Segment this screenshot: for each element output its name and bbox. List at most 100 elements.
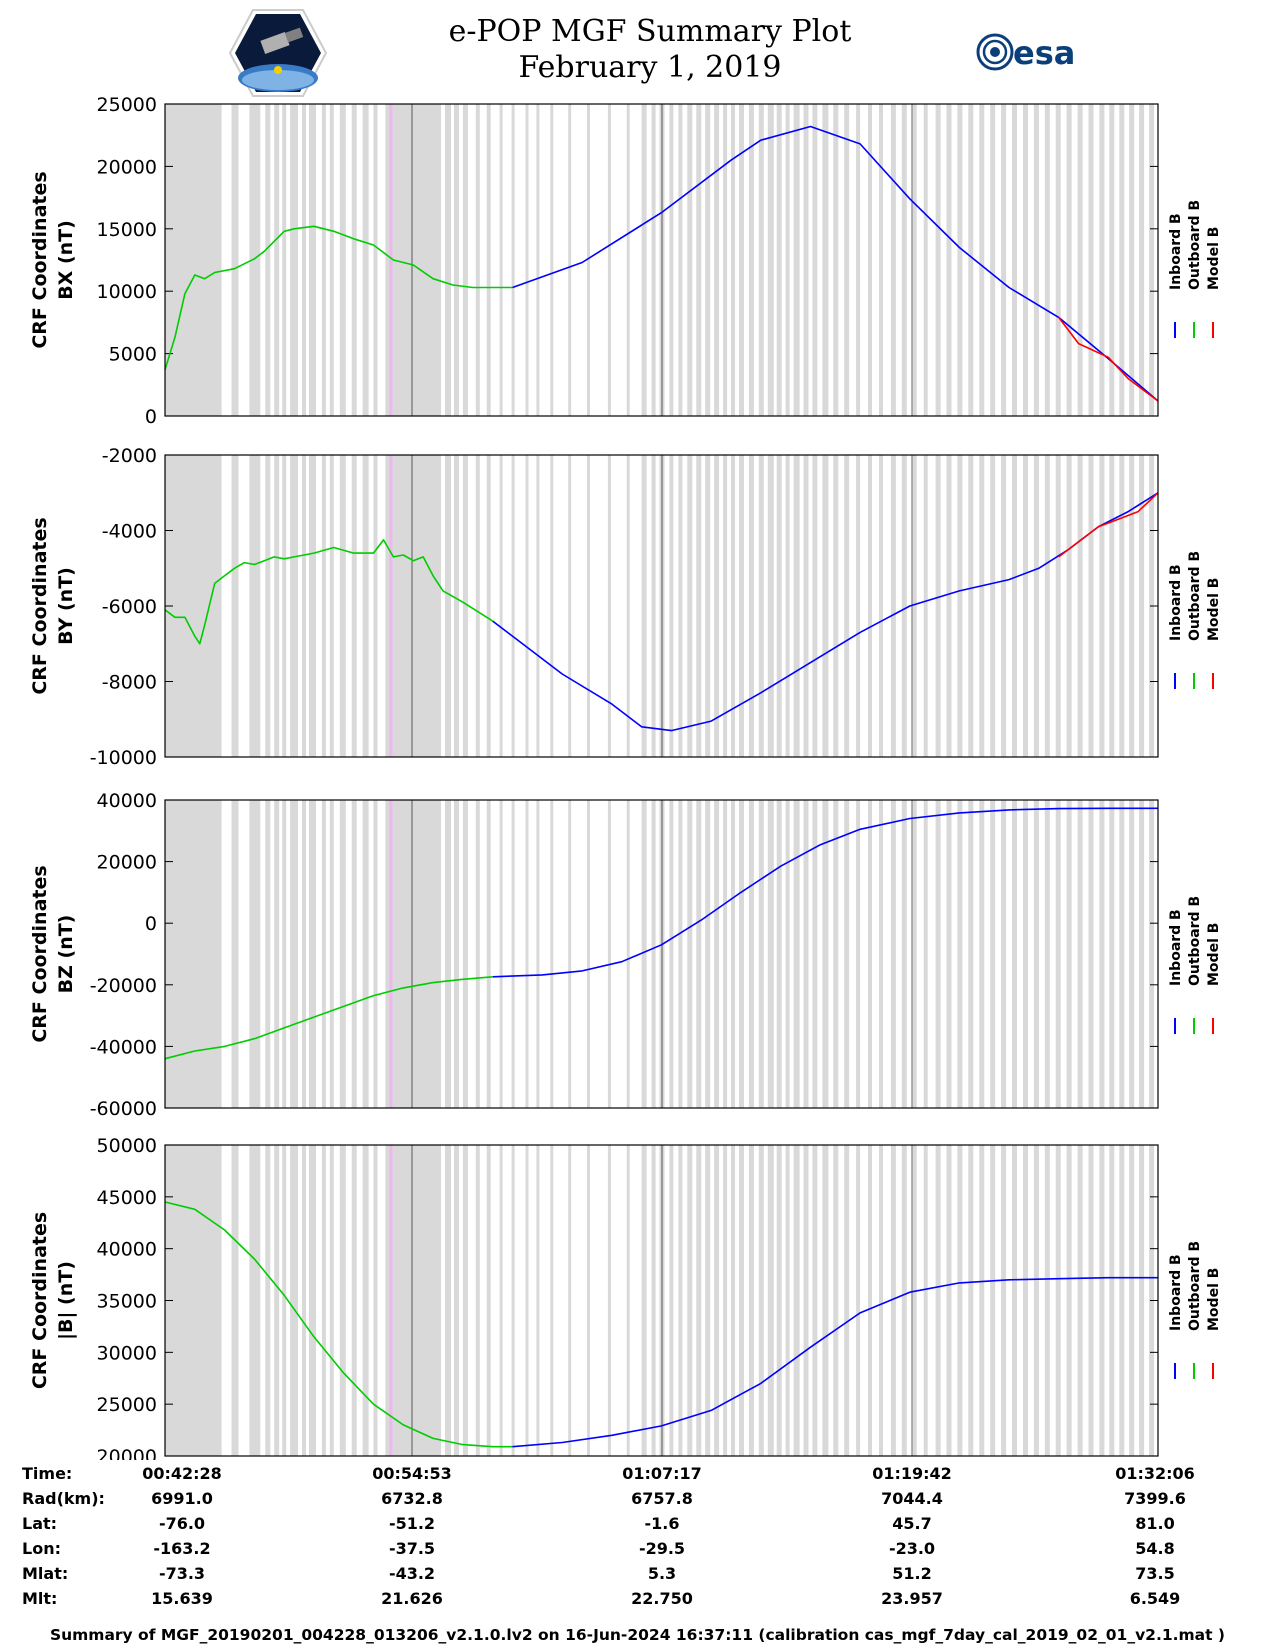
y-tick-label: -6000 [102,596,157,618]
ephemeris-value: 01:32:06 [1115,1464,1195,1483]
ephemeris-value: 6.549 [1129,1589,1181,1608]
gap-band [968,1145,974,1456]
gap-band [785,455,790,757]
gap-band [607,800,611,1108]
gap-band [587,455,590,757]
ephemeris-value: -51.2 [388,1514,436,1533]
y-axis-label-line2: BY (nT) [55,567,77,645]
gap-band [274,104,280,416]
y-tick-label: 15000 [97,219,157,241]
gap-band [979,104,985,416]
y-tick-label: 20000 [97,156,157,178]
gap-band [249,455,261,757]
gap-band [890,104,896,416]
gap-band [536,800,540,1108]
gap-band [935,800,941,1108]
y-tick-label: 40000 [97,790,157,812]
gap-band [844,104,850,416]
gap-band [607,455,611,757]
gap-band [499,104,503,416]
ephemeris-row-label: Mlt: [22,1589,58,1608]
gap-band [329,455,334,757]
gap-band [454,800,459,1108]
gap-band [844,800,850,1108]
gap-band [1129,104,1135,416]
gap-band [833,800,839,1108]
gap-band [714,455,720,757]
y-tick-label: -8000 [102,672,157,694]
esa-swoosh-icon [976,33,1014,71]
legend-label: Outboard B [1187,1241,1203,1331]
gap-band [856,104,861,416]
ephemeris-row-label: Mlat: [22,1564,69,1583]
gap-band [731,1145,735,1456]
gap-band [979,1145,985,1456]
gap-band [536,104,540,416]
gap-band [923,1145,928,1456]
gap-band [890,1145,896,1456]
gap-band [669,455,674,757]
gap-band [641,455,647,757]
axes-frame [164,103,1159,417]
gap-band [462,1145,468,1456]
y-axis-label-line1: CRF Coordinates [29,517,51,694]
gap-band [651,104,656,416]
ephemeris-row: Mlt: 15.639 21.626 22.750 23.957 6.549 [0,1587,1275,1611]
gap-band [1088,1145,1094,1456]
gap-band [696,104,702,416]
gap-band [946,104,952,416]
gap-band [362,455,369,757]
gap-band [957,800,963,1108]
gap-band [748,104,754,416]
gap-band [265,104,271,416]
gap-band [499,800,503,1108]
gap-band [912,1145,917,1456]
gap-band [282,455,287,757]
gap-band [946,1145,952,1456]
gap-band [868,104,872,416]
gap-band [486,1145,491,1456]
y-axis-label-line2: BZ (nT) [55,915,77,994]
gap-band [1033,800,1039,1108]
axes-frame [164,1144,1159,1457]
gap-band [511,800,515,1108]
y-axis-label-line1: CRF Coordinates [29,865,51,1042]
gap-band [362,1145,369,1456]
gap-band [758,800,764,1108]
gap-band [651,1145,656,1456]
y-axis-label: CRF Coordinates BY (nT) [29,517,77,694]
gap-band [705,455,711,757]
plot-title-block: e-POP MGF Summary Plot February 1, 2019 [360,14,940,86]
ephemeris-row-label: Lat: [22,1514,58,1533]
ephemeris-value: -73.3 [158,1564,206,1583]
gap-band [231,104,239,416]
gap-band [651,800,656,1108]
gap-band [739,104,744,416]
gap-band [373,104,378,416]
gap-band [758,455,764,757]
gap-band [912,800,917,1108]
gap-band [1066,1145,1072,1456]
gap-band [901,455,907,757]
gap-band [990,455,996,757]
gap-band [568,104,572,416]
gap-band [274,1145,280,1456]
gap-band [822,104,829,416]
gap-band [1088,104,1094,416]
gap-band [935,455,941,757]
gap-band [274,800,280,1108]
gap-band [321,455,326,757]
gap-band [1129,800,1135,1108]
ephemeris-value: 15.639 [151,1589,213,1608]
series-outboard-b [164,225,513,371]
gap-band [1001,1145,1007,1456]
gap-band [231,455,239,757]
gap-band [822,1145,829,1456]
gap-band [1044,104,1050,416]
gap-band [339,800,346,1108]
y-tick-label: 45000 [97,1187,157,1209]
gap-band [1139,800,1145,1108]
gap-band [776,455,782,757]
ephemeris-row: Rad(km): 6991.0 6732.8 6757.8 7044.4 7399.6 [0,1487,1275,1511]
gap-band [1109,800,1115,1108]
